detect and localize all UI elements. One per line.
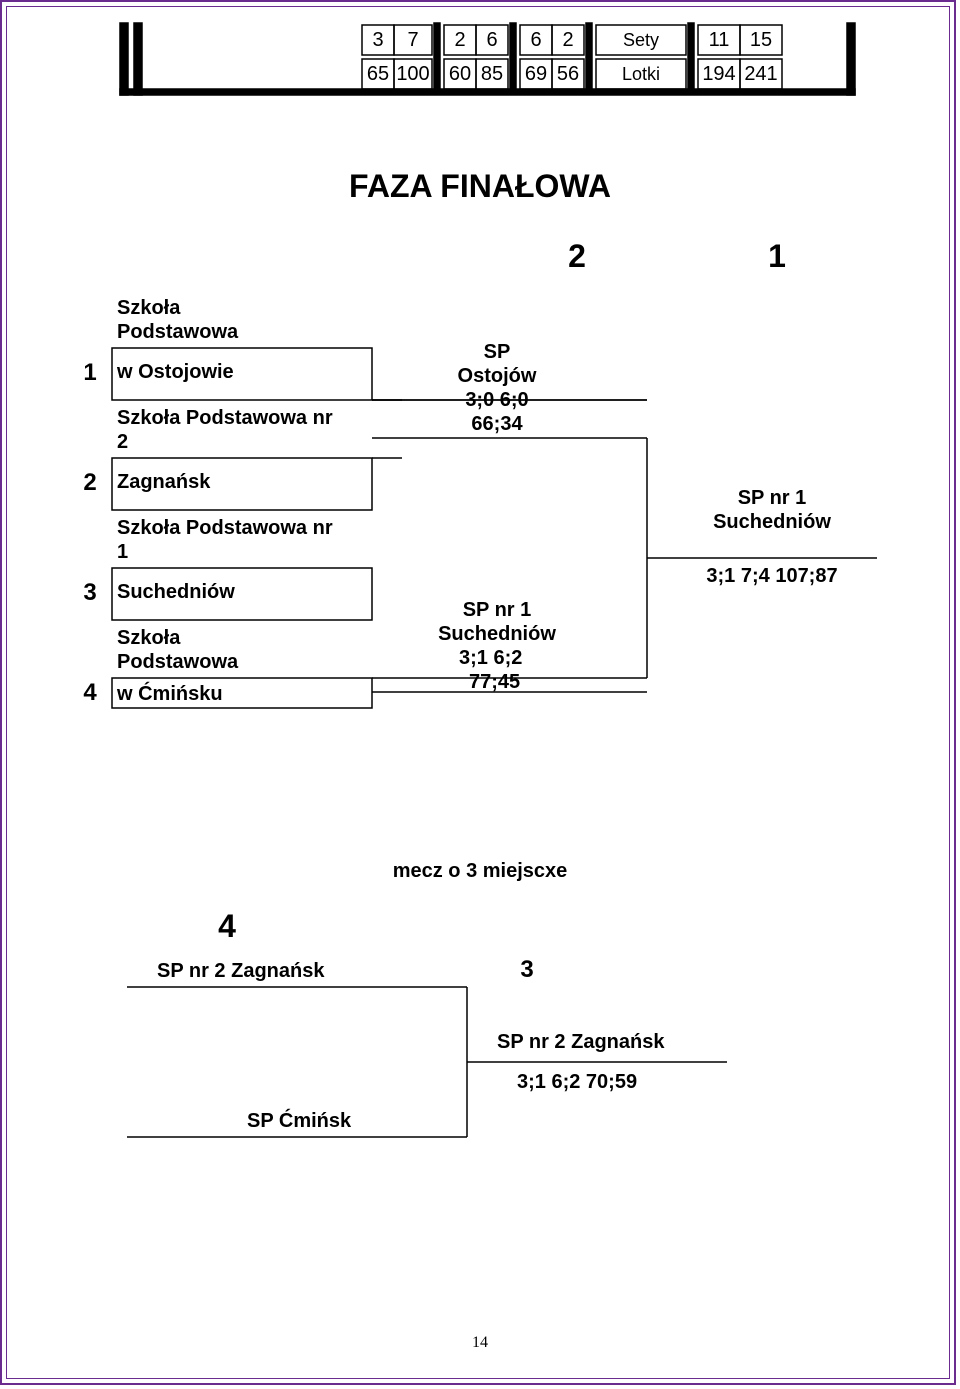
lotki-right-val-1: 241 bbox=[744, 63, 777, 85]
semi2-name-2: Suchedniów bbox=[438, 623, 556, 645]
lotki-val-1: 100 bbox=[396, 63, 429, 85]
sep-bar-label bbox=[688, 23, 694, 93]
lotki-val-2: 60 bbox=[449, 63, 471, 85]
third-top-team: SP nr 2 Zagnańsk bbox=[157, 960, 325, 982]
team1-line1: Szkoła bbox=[117, 297, 181, 319]
semi2-name-1: SP nr 1 bbox=[463, 599, 532, 621]
lotki-val-3: 85 bbox=[481, 63, 503, 85]
lotki-val-4: 69 bbox=[525, 63, 547, 85]
sety-val-4: 6 bbox=[530, 29, 541, 51]
seed-2: 2 bbox=[83, 469, 96, 496]
third-place-left-num: 4 bbox=[218, 908, 236, 944]
sety-val-5: 2 bbox=[562, 29, 573, 51]
semi2-score-1: 3;1 6;2 bbox=[459, 647, 522, 669]
seed-4: 4 bbox=[83, 679, 97, 706]
top-bar-bottom bbox=[120, 89, 855, 95]
sep-bar-3 bbox=[510, 23, 516, 93]
team2-line2: 2 bbox=[117, 431, 128, 453]
sety-right-val-0: 11 bbox=[709, 29, 730, 51]
seed-1: 1 bbox=[83, 359, 96, 386]
page-frame-outer: 3657100260685669256SetyLotki1119415241FA… bbox=[0, 0, 956, 1385]
lotki-val-5: 56 bbox=[557, 63, 579, 85]
seed-3: 3 bbox=[83, 579, 96, 606]
header-num-left: 2 bbox=[568, 238, 586, 274]
diagram-canvas: 3657100260685669256SetyLotki1119415241FA… bbox=[7, 7, 953, 1382]
team4-line1: Szkoła bbox=[117, 627, 181, 649]
third-winner-score: 3;1 6;2 70;59 bbox=[517, 1071, 637, 1093]
semi2-score-2: 77;45 bbox=[469, 671, 520, 693]
final-score: 3;1 7;4 107;87 bbox=[706, 565, 837, 587]
final-name-1: SP nr 1 bbox=[738, 487, 807, 509]
team4-line3: w Ćmińsku bbox=[116, 681, 223, 705]
lotki-right-val-0: 194 bbox=[702, 63, 735, 85]
team3-line3: Suchedniów bbox=[117, 581, 235, 603]
sety-label: Sety bbox=[623, 30, 659, 50]
lotki-val-0: 65 bbox=[367, 63, 389, 85]
final-name-2: Suchedniów bbox=[713, 511, 831, 533]
third-place-right-num: 3 bbox=[520, 956, 533, 983]
team3-line2: 1 bbox=[117, 541, 128, 563]
header-num-right: 1 bbox=[768, 238, 786, 274]
sety-val-3: 6 bbox=[486, 29, 497, 51]
semi1-name-2: Ostojów bbox=[458, 365, 537, 387]
team2-line3: Zagnańsk bbox=[117, 471, 211, 493]
top-bar-right bbox=[847, 23, 855, 95]
phase-title: FAZA FINAŁOWA bbox=[349, 168, 611, 204]
team4-line2: Podstawowa bbox=[117, 651, 239, 673]
sep-bar-1 bbox=[434, 23, 440, 93]
top-bar-left-1 bbox=[120, 23, 128, 95]
third-winner: SP nr 2 Zagnańsk bbox=[497, 1031, 665, 1053]
page-frame-inner: 3657100260685669256SetyLotki1119415241FA… bbox=[6, 6, 950, 1379]
lotki-label: Lotki bbox=[622, 64, 660, 84]
sety-val-2: 2 bbox=[454, 29, 465, 51]
team1-line2: Podstawowa bbox=[117, 321, 239, 343]
team2-line1: Szkoła Podstawowa nr bbox=[117, 407, 333, 429]
sety-val-1: 7 bbox=[407, 29, 418, 51]
top-bar-left-2 bbox=[134, 23, 142, 95]
sety-val-0: 3 bbox=[372, 29, 383, 51]
sety-right-val-1: 15 bbox=[750, 29, 772, 51]
team3-line1: Szkoła Podstawowa nr bbox=[117, 517, 333, 539]
sep-bar-5 bbox=[586, 23, 592, 93]
third-bottom-team: SP Ćmińsk bbox=[247, 1108, 352, 1132]
team1-line3: w Ostojowie bbox=[116, 361, 234, 383]
semi1-name-1: SP bbox=[484, 341, 511, 363]
semi1-score-2: 66;34 bbox=[471, 413, 523, 435]
page-number: 14 bbox=[472, 1334, 488, 1351]
third-place-label: mecz o 3 miejscxe bbox=[393, 860, 568, 882]
